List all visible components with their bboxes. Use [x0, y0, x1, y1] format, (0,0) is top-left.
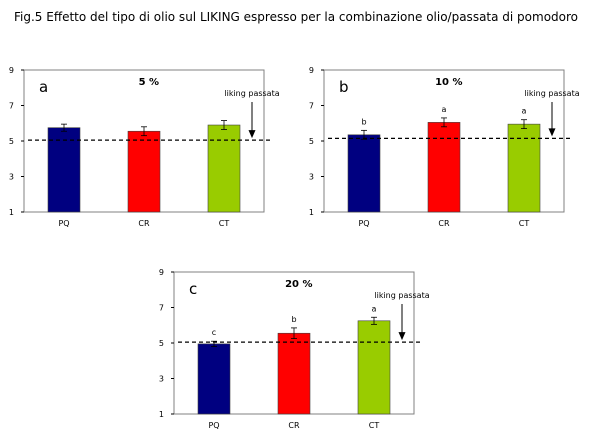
reference-arrow-head: [248, 130, 256, 139]
bar-ct: [507, 123, 541, 213]
bar-pq: [197, 343, 231, 415]
category-label-cr: CR: [138, 219, 150, 228]
y-tick-label: 9: [309, 66, 314, 75]
reference-label: liking passata: [224, 89, 279, 98]
bar-ct: [207, 124, 241, 213]
bar-cr: [427, 122, 461, 213]
y-tick-label: 9: [159, 268, 164, 277]
panel-subtitle: 5 %: [139, 77, 159, 88]
panel-subtitle: 10 %: [435, 77, 462, 88]
y-tick-label: 9: [9, 66, 14, 75]
figure-title: Fig.5 Effetto del tipo di olio sul LIKIN…: [14, 10, 579, 24]
category-label-ct: CT: [219, 219, 230, 228]
reference-label: liking passata: [524, 89, 579, 98]
y-tick-label: 5: [9, 137, 14, 146]
panel-subtitle: 20 %: [285, 279, 312, 290]
y-tick-label: 7: [159, 304, 164, 313]
category-label-pq: PQ: [358, 219, 369, 228]
panel-letter: a: [39, 78, 48, 96]
reference-label: liking passata: [374, 291, 429, 300]
category-label-pq: PQ: [58, 219, 69, 228]
category-label-pq: PQ: [208, 421, 219, 430]
significance-label-cr: a: [442, 105, 447, 114]
chart-panel-c: 1 3 5 7 9 c PQ b CR a CT liking passata c 20 %: [159, 268, 430, 430]
significance-label-cr: b: [291, 315, 296, 324]
y-tick-label: 1: [9, 208, 14, 217]
y-tick-label: 1: [309, 208, 314, 217]
chart-panel-a: 1 3 5 7 9 PQ CR CT liking passata a 5 %: [9, 66, 280, 228]
y-tick-label: 3: [159, 375, 164, 384]
y-tick-label: 3: [9, 173, 14, 182]
bar-cr: [127, 130, 161, 213]
y-tick-label: 5: [309, 137, 314, 146]
category-label-ct: CT: [519, 219, 530, 228]
panel-letter: b: [339, 78, 349, 96]
significance-label-pq: c: [212, 328, 216, 337]
significance-label-ct: a: [522, 107, 527, 116]
y-tick-label: 7: [9, 102, 14, 111]
bar-pq: [347, 134, 381, 213]
reference-arrow-head: [548, 128, 556, 137]
category-label-cr: CR: [288, 421, 300, 430]
bar-ct: [357, 320, 391, 415]
y-tick-label: 3: [309, 173, 314, 182]
reference-arrow-head: [398, 332, 406, 341]
bar-cr: [277, 332, 311, 415]
significance-label-ct: a: [372, 304, 377, 313]
significance-label-pq: b: [361, 117, 366, 126]
category-label-cr: CR: [438, 219, 450, 228]
y-tick-label: 7: [309, 102, 314, 111]
panel-letter: c: [189, 280, 197, 298]
y-tick-label: 1: [159, 410, 164, 419]
category-label-ct: CT: [369, 421, 380, 430]
y-tick-label: 5: [159, 339, 164, 348]
chart-panel-b: 1 3 5 7 9 b PQ a CR a CT liking passata b 10 %: [309, 66, 580, 228]
